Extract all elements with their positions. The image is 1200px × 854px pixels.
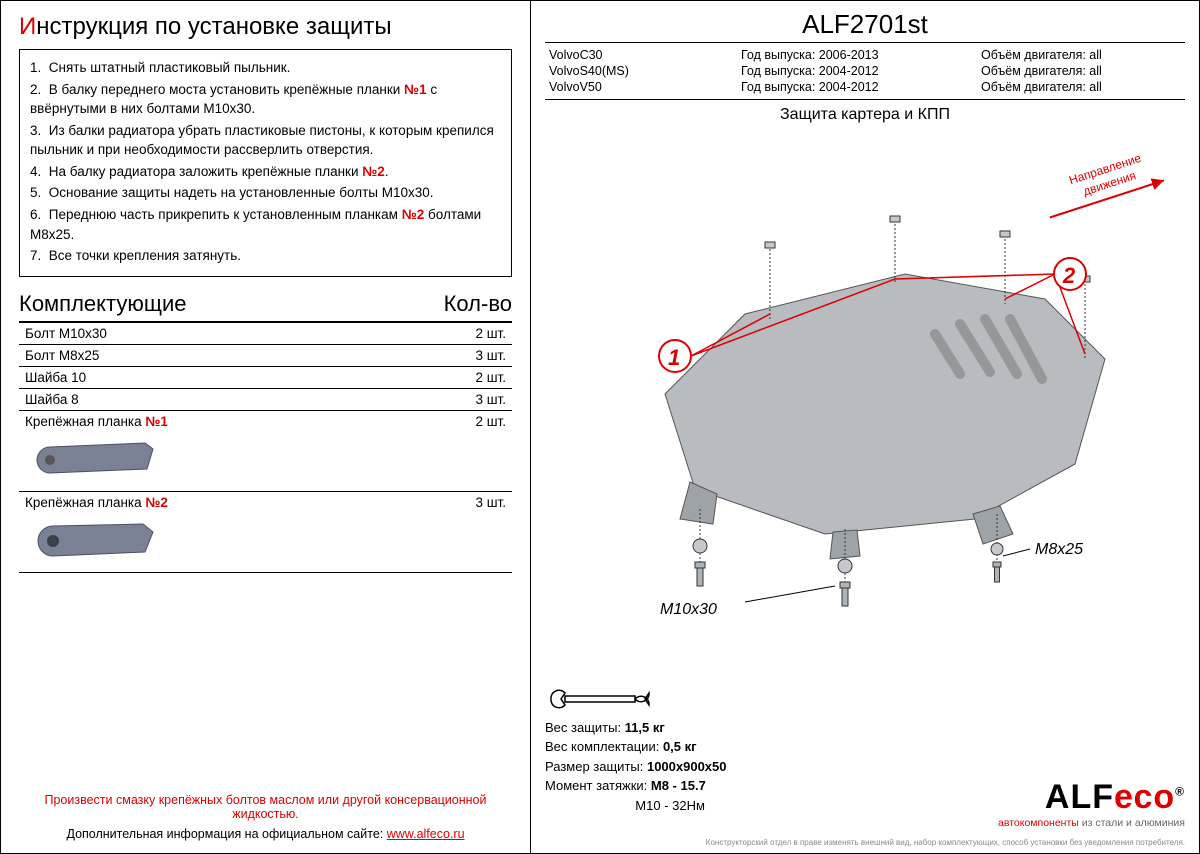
title-accent: И bbox=[19, 13, 36, 40]
part-qty: 2 шт. bbox=[432, 323, 512, 345]
callout-num-2: 2 bbox=[1062, 263, 1076, 288]
part-name: Болт М10х30 bbox=[19, 323, 432, 345]
logo-subtitle: автокомпоненты из стали и алюминия bbox=[998, 817, 1185, 829]
skid-plate bbox=[665, 274, 1105, 559]
logo-reg: ® bbox=[1175, 785, 1185, 799]
logo-sub-rest: из стали и алюминия bbox=[1079, 817, 1185, 829]
bolt-label-m10: M10x30 bbox=[660, 601, 717, 618]
instruction-item: 1. Снять штатный пластиковый пыльник. bbox=[30, 58, 501, 78]
site-line: Дополнительная информация на официальном… bbox=[19, 827, 512, 841]
model-grid: VolvoC30Год выпуска: 2006-2013Объём двиг… bbox=[545, 43, 1185, 100]
bracket-icon bbox=[25, 435, 175, 485]
logo-main: ALF bbox=[1045, 778, 1114, 816]
table-row: Шайба 83 шт. bbox=[19, 388, 512, 410]
warning-text: Произвести смазку крепёжных болтов масло… bbox=[19, 793, 512, 821]
model-engine: Объём двигателя: all bbox=[977, 79, 1185, 95]
part-name: Шайба 8 bbox=[19, 388, 432, 410]
instructions-box: 1. Снять штатный пластиковый пыльник.2. … bbox=[19, 49, 512, 277]
part-qty: 3 шт. bbox=[432, 388, 512, 410]
table-row: Крепёжная планка №12 шт. bbox=[19, 410, 512, 491]
instruction-item: 2. В балку переднего моста установить кр… bbox=[30, 80, 501, 119]
part-qty: 3 шт. bbox=[432, 491, 512, 572]
diagram-area: Направление движения bbox=[545, 124, 1185, 624]
site-label: Дополнительная информация на официальном… bbox=[66, 827, 386, 841]
parts-table: Болт М10х302 шт.Болт М8х253 шт.Шайба 102… bbox=[19, 323, 512, 573]
table-row: Болт М10х302 шт. bbox=[19, 323, 512, 345]
model-name: VolvoS40(MS) bbox=[545, 63, 737, 79]
spec-line: Вес комплектации: 0,5 кг bbox=[545, 737, 727, 757]
site-link[interactable]: www.alfeco.ru bbox=[387, 827, 465, 841]
table-row: Крепёжная планка №23 шт. bbox=[19, 491, 512, 572]
diagram-title: Защита картера и КПП bbox=[545, 106, 1185, 124]
instruction-item: 4. На балку радиатора заложить крепёжные… bbox=[30, 162, 501, 182]
part-name: Крепёжная планка №1 bbox=[19, 410, 432, 491]
spec-line: М10 - 32Нм bbox=[545, 796, 727, 816]
instruction-item: 7. Все точки крепления затянуть. bbox=[30, 246, 501, 266]
model-year: Год выпуска: 2004-2012 bbox=[737, 63, 977, 79]
model-engine: Объём двигателя: all bbox=[977, 63, 1185, 79]
spec-line: Размер защиты: 1000х900х50 bbox=[545, 757, 727, 777]
direction-arrow: Направление движения bbox=[1039, 146, 1166, 223]
part-name: Крепёжная планка №2 bbox=[19, 491, 432, 572]
title-text: нструкция по установке защиты bbox=[36, 13, 391, 40]
spec-line: Момент затяжки: М8 - 15.7 bbox=[545, 776, 727, 796]
logo-eco: есо bbox=[1114, 778, 1175, 816]
diagram-svg: Направление движения bbox=[545, 124, 1185, 624]
product-code: ALF2701st bbox=[545, 9, 1185, 43]
bracket-icon bbox=[25, 516, 175, 566]
instruction-item: 3. Из балки радиатора убрать пластиковые… bbox=[30, 121, 501, 160]
table-row: Шайба 102 шт. bbox=[19, 366, 512, 388]
parts-header-qty: Кол-во bbox=[444, 291, 512, 317]
callout-num-1: 1 bbox=[668, 345, 680, 370]
bolt-label-m8: M8x25 bbox=[1035, 541, 1083, 558]
part-qty: 3 шт. bbox=[432, 344, 512, 366]
instruction-item: 6. Переднюю часть прикрепить к установле… bbox=[30, 205, 501, 244]
logo-sub-red: автокомпоненты bbox=[998, 817, 1079, 829]
logo-text: ALFесо® bbox=[998, 778, 1185, 817]
wrench-icon bbox=[545, 687, 655, 711]
tiny-footer: Конструкторский отдел в праве изменять в… bbox=[706, 838, 1185, 847]
part-qty: 2 шт. bbox=[432, 410, 512, 491]
logo-area: ALFесо® автокомпоненты из стали и алюмин… bbox=[998, 778, 1185, 829]
part-name: Болт М8х25 bbox=[19, 344, 432, 366]
parts-header-name: Комплектующие bbox=[19, 291, 186, 317]
table-row: Болт М8х253 шт. bbox=[19, 344, 512, 366]
model-engine: Объём двигателя: all bbox=[977, 47, 1185, 63]
specs-block: Вес защиты: 11,5 кгВес комплектации: 0,5… bbox=[545, 718, 727, 816]
model-year: Год выпуска: 2006-2013 bbox=[737, 47, 977, 63]
model-name: VolvoV50 bbox=[545, 79, 737, 95]
parts-header: Комплектующие Кол-во bbox=[19, 291, 512, 323]
part-name: Шайба 10 bbox=[19, 366, 432, 388]
model-year: Год выпуска: 2004-2012 bbox=[737, 79, 977, 95]
footer-left: Произвести смазку крепёжных болтов масло… bbox=[19, 793, 512, 841]
model-name: VolvoC30 bbox=[545, 47, 737, 63]
part-qty: 2 шт. bbox=[432, 366, 512, 388]
spec-line: Вес защиты: 11,5 кг bbox=[545, 718, 727, 738]
page-title: Инструкция по установке защиты bbox=[19, 13, 512, 41]
instruction-item: 5. Основание защиты надеть на установлен… bbox=[30, 183, 501, 203]
